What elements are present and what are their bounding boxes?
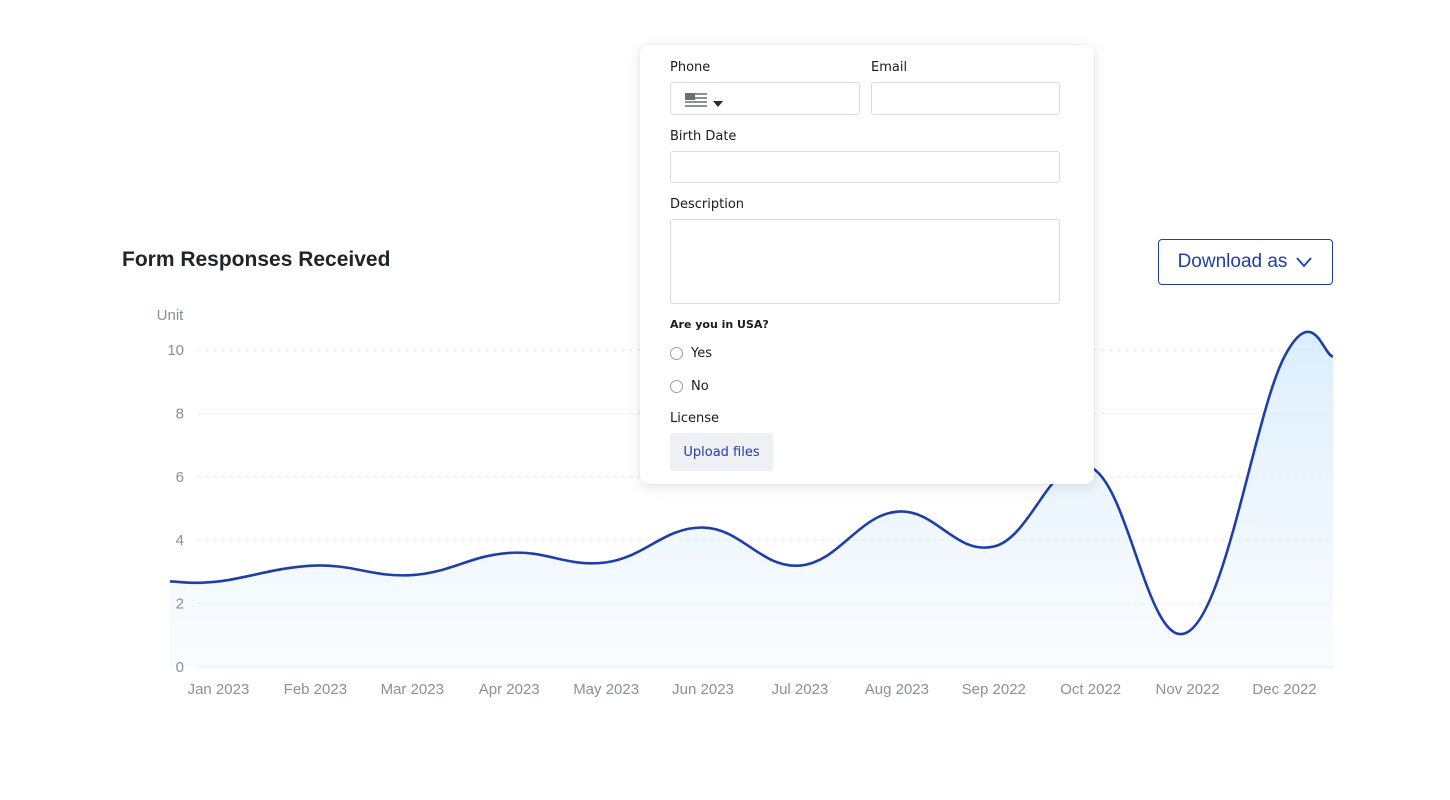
radio-option-no[interactable]: No [670,379,709,394]
birth-date-field[interactable] [670,151,1060,183]
phone-label: Phone [670,60,711,75]
caret-down-icon [713,92,723,111]
country-select[interactable] [685,92,723,111]
y-tick-label: 6 [176,469,184,486]
y-tick-label: 2 [176,596,184,613]
x-tick-label: Jul 2023 [772,681,829,698]
radio-button-yes[interactable] [670,347,683,360]
x-tick-label: Jan 2023 [188,681,250,698]
x-tick-label: May 2023 [573,681,639,698]
radio-label-no: No [691,379,709,394]
x-tick-label: Mar 2023 [381,681,444,698]
chevron-down-icon [1295,256,1313,268]
description-label: Description [670,197,745,212]
series-area [170,331,1333,667]
birth-date-label: Birth Date [670,129,737,144]
radio-option-yes[interactable]: Yes [670,346,712,361]
email-field[interactable] [871,82,1060,115]
x-tick-label: Sep 2022 [962,681,1026,698]
download-as-label: Download as [1177,251,1288,272]
x-tick-label: Dec 2022 [1252,681,1316,698]
chart-title: Form Responses Received [122,248,391,271]
upload-files-button[interactable]: Upload files [670,433,773,471]
x-tick-label: Oct 2022 [1060,681,1121,698]
form-popover: Phone Email Birth Date Description Are y… [640,45,1094,484]
usa-question-label: Are you in USA? [670,318,769,331]
series-line [169,330,1334,636]
email-label: Email [871,60,908,75]
x-tick-label: Apr 2023 [479,681,540,698]
radio-button-no[interactable] [670,380,683,393]
x-tick-label: Feb 2023 [284,681,347,698]
radio-label-yes: Yes [691,346,712,361]
x-tick-label: Aug 2023 [865,681,929,698]
license-label: License [670,411,720,426]
x-tick-label: Nov 2022 [1156,681,1220,698]
download-as-button[interactable]: Download as [1158,239,1333,285]
y-axis-label: Unit [157,307,185,324]
y-tick-label: 0 [176,659,184,676]
y-tick-label: 10 [167,342,184,359]
us-flag-icon [685,92,707,111]
description-textarea[interactable] [670,219,1060,304]
y-tick-label: 4 [176,532,184,549]
y-tick-label: 8 [176,405,184,422]
x-tick-label: Jun 2023 [672,681,734,698]
phone-field[interactable] [670,82,860,115]
